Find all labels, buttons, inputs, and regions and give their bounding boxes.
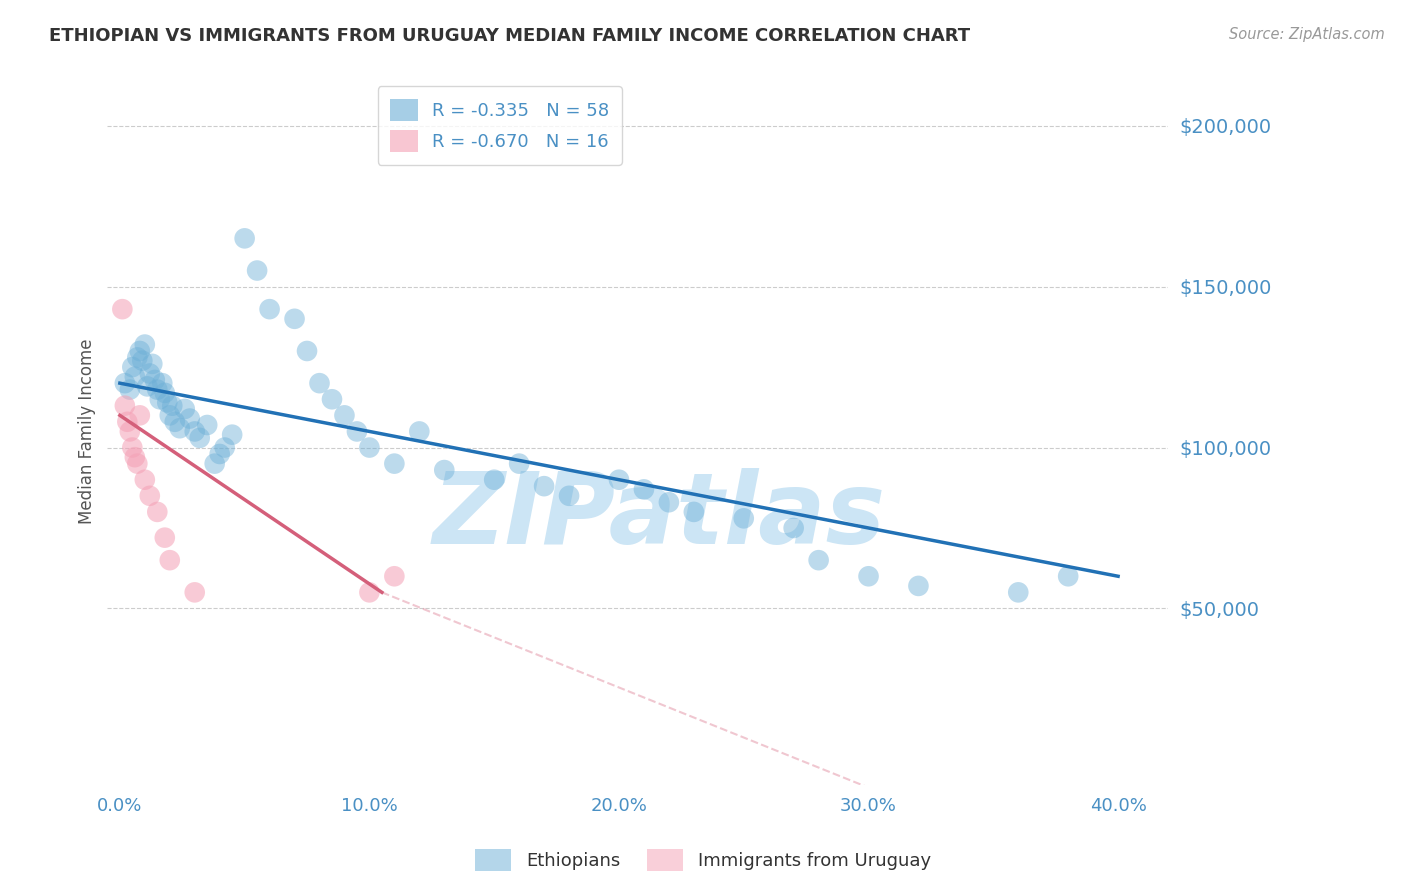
- Point: [156, 395, 179, 409]
- Point: [114, 376, 136, 391]
- Point: [131, 353, 153, 368]
- Point: [179, 411, 201, 425]
- Point: [188, 431, 211, 445]
- Point: [259, 302, 281, 317]
- Point: [143, 373, 166, 387]
- Point: [907, 579, 929, 593]
- Point: [633, 483, 655, 497]
- Point: [408, 425, 430, 439]
- Point: [111, 302, 134, 317]
- Point: [124, 369, 146, 384]
- Point: [117, 415, 139, 429]
- Point: [136, 379, 159, 393]
- Point: [682, 505, 704, 519]
- Point: [162, 399, 184, 413]
- Point: [121, 441, 143, 455]
- Point: [283, 311, 305, 326]
- Text: Source: ZipAtlas.com: Source: ZipAtlas.com: [1229, 27, 1385, 42]
- Point: [382, 569, 405, 583]
- Point: [127, 457, 149, 471]
- Point: [127, 351, 149, 365]
- Point: [221, 427, 243, 442]
- Point: [858, 569, 880, 583]
- Point: [359, 441, 381, 455]
- Point: [139, 489, 162, 503]
- Point: [159, 553, 181, 567]
- Point: [118, 425, 141, 439]
- Point: [558, 489, 581, 503]
- Point: [121, 360, 143, 375]
- Point: [146, 383, 169, 397]
- Point: [482, 473, 505, 487]
- Point: [346, 425, 368, 439]
- Point: [173, 401, 195, 416]
- Point: [195, 417, 218, 432]
- Point: [153, 531, 176, 545]
- Text: ZIPatlas: ZIPatlas: [432, 468, 886, 565]
- Point: [233, 231, 256, 245]
- Point: [214, 441, 236, 455]
- Point: [134, 337, 156, 351]
- Point: [150, 376, 173, 391]
- Text: ETHIOPIAN VS IMMIGRANTS FROM URUGUAY MEDIAN FAMILY INCOME CORRELATION CHART: ETHIOPIAN VS IMMIGRANTS FROM URUGUAY MED…: [49, 27, 970, 45]
- Point: [321, 392, 343, 407]
- Point: [159, 409, 181, 423]
- Point: [733, 511, 755, 525]
- Point: [295, 343, 318, 358]
- Point: [658, 495, 681, 509]
- Point: [382, 457, 405, 471]
- Point: [128, 409, 150, 423]
- Point: [146, 505, 169, 519]
- Point: [246, 263, 269, 277]
- Point: [149, 392, 172, 407]
- Point: [359, 585, 381, 599]
- Point: [1057, 569, 1080, 583]
- Point: [153, 385, 176, 400]
- Point: [134, 473, 156, 487]
- Point: [118, 383, 141, 397]
- Point: [508, 457, 530, 471]
- Point: [139, 367, 162, 381]
- Point: [333, 409, 356, 423]
- Point: [124, 450, 146, 465]
- Point: [308, 376, 330, 391]
- Point: [169, 421, 191, 435]
- Point: [183, 425, 205, 439]
- Point: [128, 343, 150, 358]
- Point: [114, 399, 136, 413]
- Point: [433, 463, 456, 477]
- Point: [163, 415, 186, 429]
- Legend: R = -0.335   N = 58, R = -0.670   N = 16: R = -0.335 N = 58, R = -0.670 N = 16: [378, 87, 621, 165]
- Point: [533, 479, 555, 493]
- Y-axis label: Median Family Income: Median Family Income: [79, 339, 96, 524]
- Point: [141, 357, 163, 371]
- Point: [1007, 585, 1029, 599]
- Point: [782, 521, 804, 535]
- Point: [208, 447, 231, 461]
- Legend: Ethiopians, Immigrants from Uruguay: Ethiopians, Immigrants from Uruguay: [468, 842, 938, 879]
- Point: [204, 457, 226, 471]
- Point: [183, 585, 205, 599]
- Point: [607, 473, 630, 487]
- Point: [807, 553, 830, 567]
